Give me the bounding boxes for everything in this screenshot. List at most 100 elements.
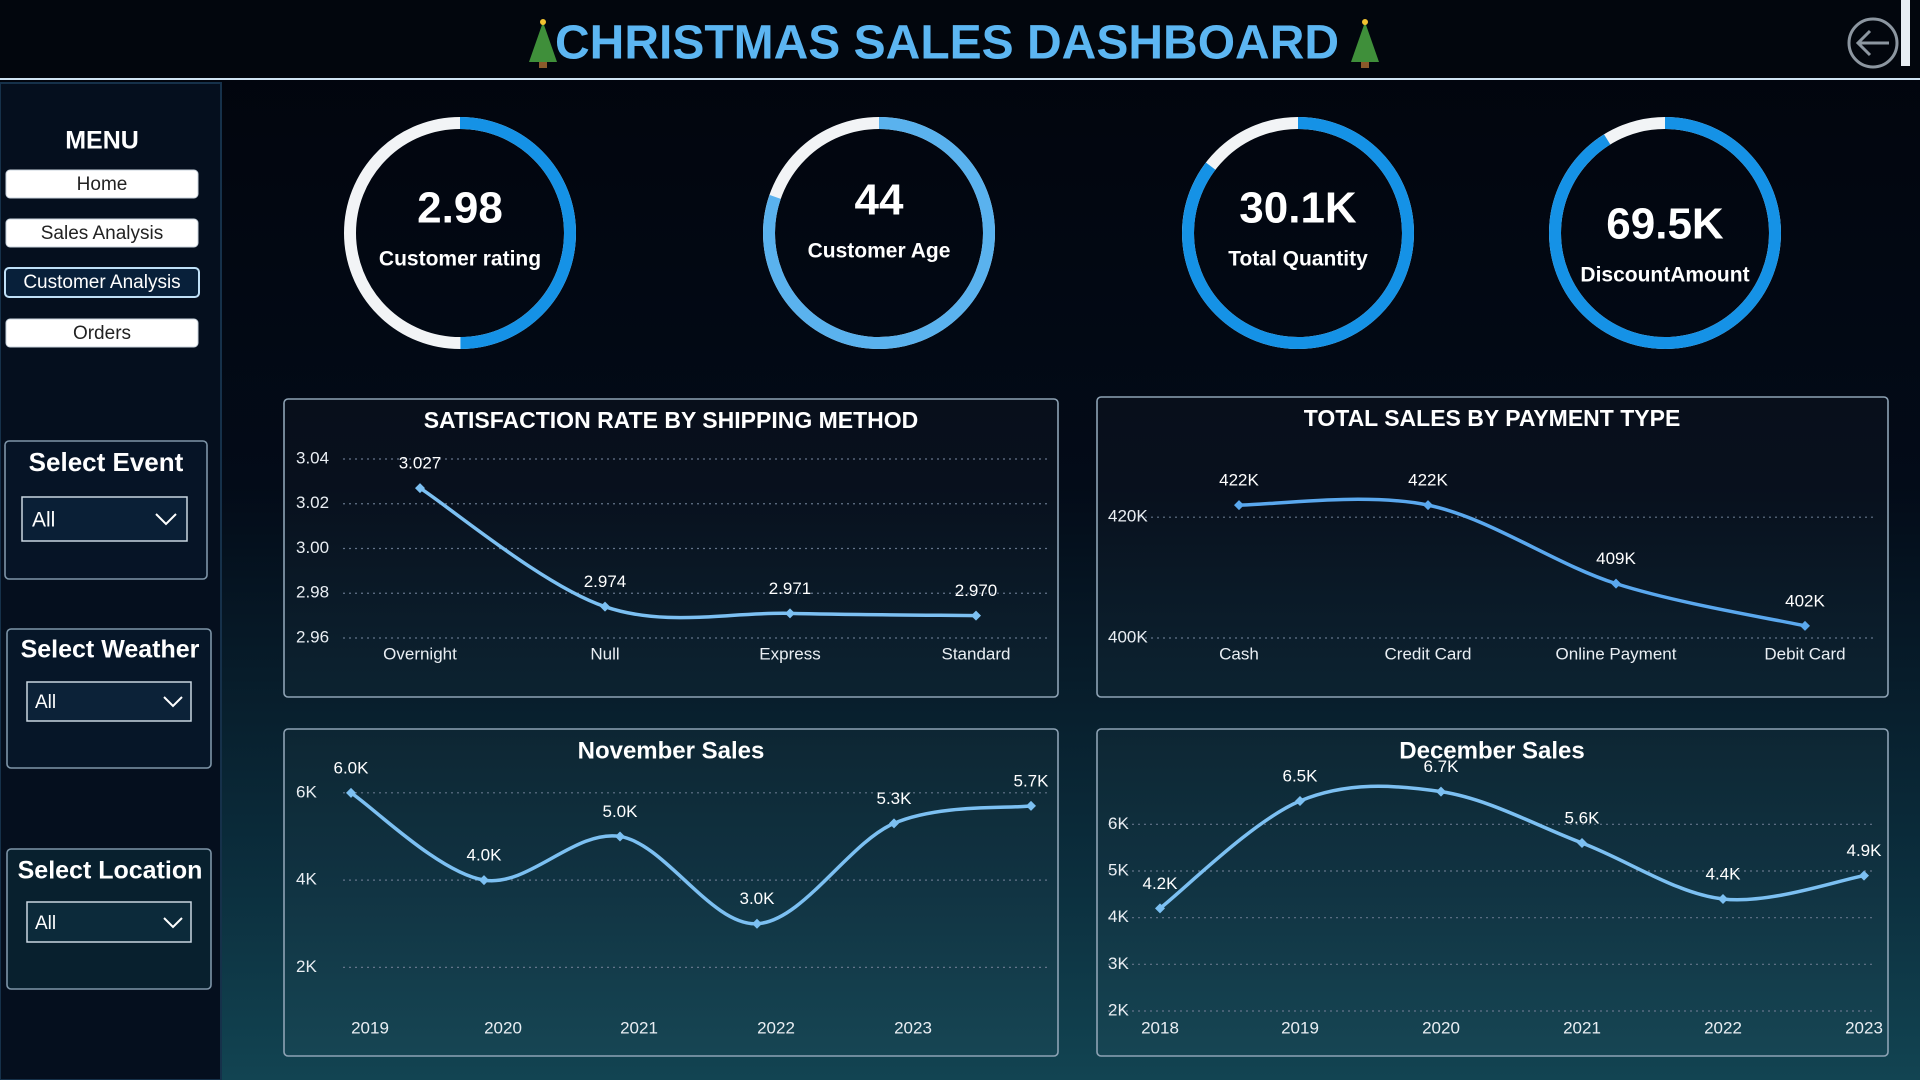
data-label: 4.4K [1706,864,1742,883]
x-tick-label: Debit Card [1764,644,1845,663]
x-tick-label: 2019 [351,1018,389,1037]
y-tick-label: 6K [296,782,317,801]
point [1577,838,1587,848]
x-tick-label: 2020 [484,1018,522,1037]
dropdown[interactable]: All [26,901,192,943]
menu-button[interactable]: Orders [5,318,199,348]
line [419,486,977,620]
kpi-label: DiscountAmount [1580,264,1749,287]
data-label: 2.970 [955,581,998,600]
point [1295,796,1305,806]
back-button[interactable] [1847,17,1899,69]
point [889,818,899,829]
y-tick-label: 3.02 [296,493,329,512]
filter-label: Select Event [29,447,184,477]
dropdown-value[interactable]: All [32,509,55,532]
dropdown-value[interactable]: All [35,913,56,934]
kpi-ring [1182,117,1414,349]
y-tick-label: 400K [1108,627,1148,646]
chart-title: November Sales [578,737,765,764]
menu-label[interactable]: Sales Analysis [41,223,164,244]
menu-label[interactable]: Home [77,174,128,195]
y-tick-label: 2.98 [296,583,329,602]
data-label: 422K [1408,471,1448,490]
point [615,831,625,842]
x-tick-label: 2018 [1141,1018,1179,1037]
y-tick-label: 5K [1108,860,1129,879]
chart-panel [1096,396,1889,698]
menu-button[interactable]: Home [5,169,199,199]
x-tick-label: 2021 [620,1018,658,1037]
x-tick-label: Credit Card [1385,644,1472,663]
chart-title: TOTAL SALES BY PAYMENT TYPE [1304,405,1681,431]
chart-title: SATISFACTION RATE BY SHIPPING METHOD [424,407,919,433]
scrollbar [1901,0,1910,66]
x-tick-label: Online Payment [1556,644,1677,663]
kpi-value: 2.98 [417,184,503,233]
data-label: 4.9K [1847,841,1883,860]
y-tick-label: 2K [296,957,317,976]
menu-label[interactable]: Customer Analysis [23,272,180,293]
data-label: 3.027 [399,454,442,473]
x-tick-label: 2022 [1704,1018,1742,1037]
tree-icon [529,19,557,68]
data-label: 5.7K [1014,771,1050,790]
line [1158,784,1865,910]
data-label: 2.974 [584,572,627,591]
menu-button-active[interactable]: Customer Analysis [4,267,200,298]
dropdown-value[interactable]: All [35,692,56,713]
menu-label[interactable]: Orders [73,323,131,344]
point [1026,800,1036,811]
x-tick-label: Overnight [383,644,457,663]
filter-label: Select Weather [21,636,200,664]
point [346,787,356,798]
data-label: 5.0K [603,802,639,821]
point [1859,870,1869,881]
data-label: 6.5K [1283,766,1319,785]
y-tick-label: 6K [1108,814,1129,833]
point [752,918,762,929]
menu-button[interactable]: Sales Analysis [5,218,199,248]
y-tick-label: 4K [296,870,317,889]
point [971,610,981,621]
filter-card: Select Event All [4,440,208,580]
point [1155,903,1165,914]
filter-card: Select Location All [6,848,212,990]
y-tick-label: 420K [1108,507,1148,526]
chart-panel [1096,728,1889,1057]
kpi-value: 69.5K [1606,200,1724,249]
x-tick-label: Null [590,644,619,663]
line [1238,497,1806,628]
point [415,483,425,494]
dropdown[interactable]: All [21,496,188,542]
tree-icon [1351,19,1379,68]
point [1436,786,1446,797]
x-tick-label: Standard [942,644,1011,663]
data-label: 2.971 [769,579,812,598]
y-tick-label: 2K [1108,1000,1129,1019]
data-label: 422K [1219,471,1259,490]
data-label: 409K [1596,549,1636,568]
y-tick-label: 3.00 [296,538,329,557]
line [350,791,1032,926]
x-tick-label: 2023 [894,1018,932,1037]
header-bar [0,0,1920,78]
kpi-label: Total Quantity [1228,248,1368,271]
x-tick-label: 2019 [1281,1018,1319,1037]
filter-card: Select Weather All [6,628,212,769]
dropdown[interactable]: All [26,681,192,722]
filter-label: Select Location [18,857,203,885]
data-label: 5.6K [1565,808,1601,827]
chart-title: December Sales [1399,737,1584,764]
kpi-value: 44 [855,176,904,225]
point [600,601,610,612]
data-label: 402K [1785,591,1825,610]
data-label: 3.0K [740,889,776,908]
kpi-label: Customer Age [808,240,951,263]
x-tick-label: Cash [1219,644,1259,663]
data-label: 6.7K [1424,757,1460,776]
point [1800,620,1810,631]
y-tick-label: 3K [1108,954,1129,973]
x-tick-label: Express [759,644,820,663]
